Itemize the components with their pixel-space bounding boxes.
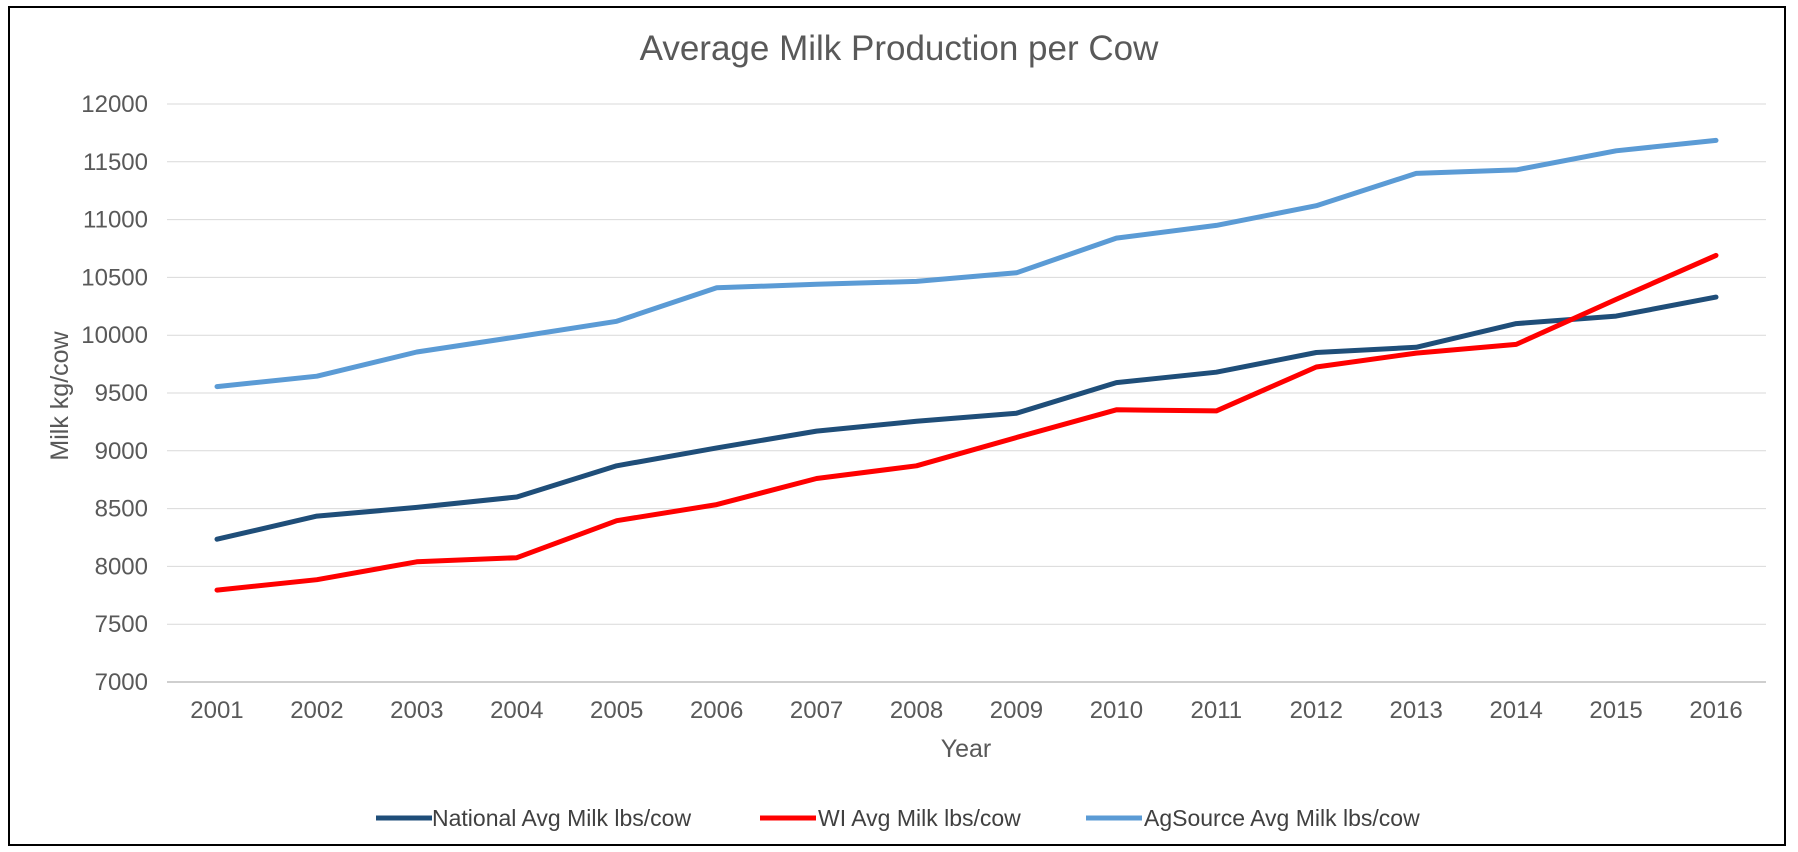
legend-item-national: National Avg Milk lbs/cow [376,805,691,831]
y-axis-ticks: 12000 11500 11000 10500 10000 9500 9000 8500 800… [81,91,148,696]
x-tick-label: 2003 [390,697,443,724]
y-tick-label: 10500 [81,264,148,291]
y-tick-label: 8000 [95,553,148,580]
y-tick-label: 12000 [81,91,148,118]
chart-frame [8,6,1786,846]
x-tick-label: 2010 [1090,697,1143,724]
legend-label-national: National Avg Milk lbs/cow [432,805,691,831]
legend-item-agsource: AgSource Avg Milk lbs/cow [1086,805,1420,831]
y-tick-label: 10000 [81,322,148,349]
x-axis-ticks: 2001 2002 2003 2004 2005 2006 2007 2008 2009 2010… [190,697,1742,724]
x-tick-label: 2007 [790,697,843,724]
y-tick-label: 7000 [95,669,148,696]
series-line-national-avg [214,294,1719,542]
x-tick-label: 2016 [1689,697,1742,724]
x-axis-title: Year [941,735,992,763]
x-tick-label: 2013 [1390,697,1443,724]
gridlines [167,103,1766,683]
x-tick-label: 2001 [190,697,243,724]
x-tick-label: 2005 [590,697,643,724]
y-tick-label: 8500 [95,496,148,523]
x-tick-label: 2002 [290,697,343,724]
x-tick-label: 2012 [1290,697,1343,724]
chart-title: Average Milk Production per Cow [640,29,1159,68]
y-tick-label: 11500 [83,149,148,176]
x-tick-label: 2014 [1489,697,1542,724]
y-tick-label: 9500 [95,380,148,407]
x-tick-label: 2011 [1191,697,1243,724]
legend: National Avg Milk lbs/cow WI Avg Milk lb… [376,805,1420,831]
x-tick-label: 2008 [890,697,943,724]
legend-label-wi: WI Avg Milk lbs/cow [818,805,1021,831]
y-tick-label: 9000 [95,438,148,465]
x-tick-label: 2015 [1589,697,1642,724]
y-axis-title: Milk kg/cow [46,330,74,460]
x-tick-label: 2006 [690,697,743,724]
x-tick-label: 2004 [490,697,543,724]
legend-label-agsource: AgSource Avg Milk lbs/cow [1144,805,1420,831]
series-line-agsource-avg [214,137,1719,390]
legend-item-wi: WI Avg Milk lbs/cow [760,805,1021,831]
x-tick-label: 2009 [990,697,1043,724]
series-line-wi-avg [214,252,1719,593]
series-lines [214,137,1719,593]
y-tick-label: 7500 [95,611,148,638]
y-tick-label: 11000 [83,207,148,234]
